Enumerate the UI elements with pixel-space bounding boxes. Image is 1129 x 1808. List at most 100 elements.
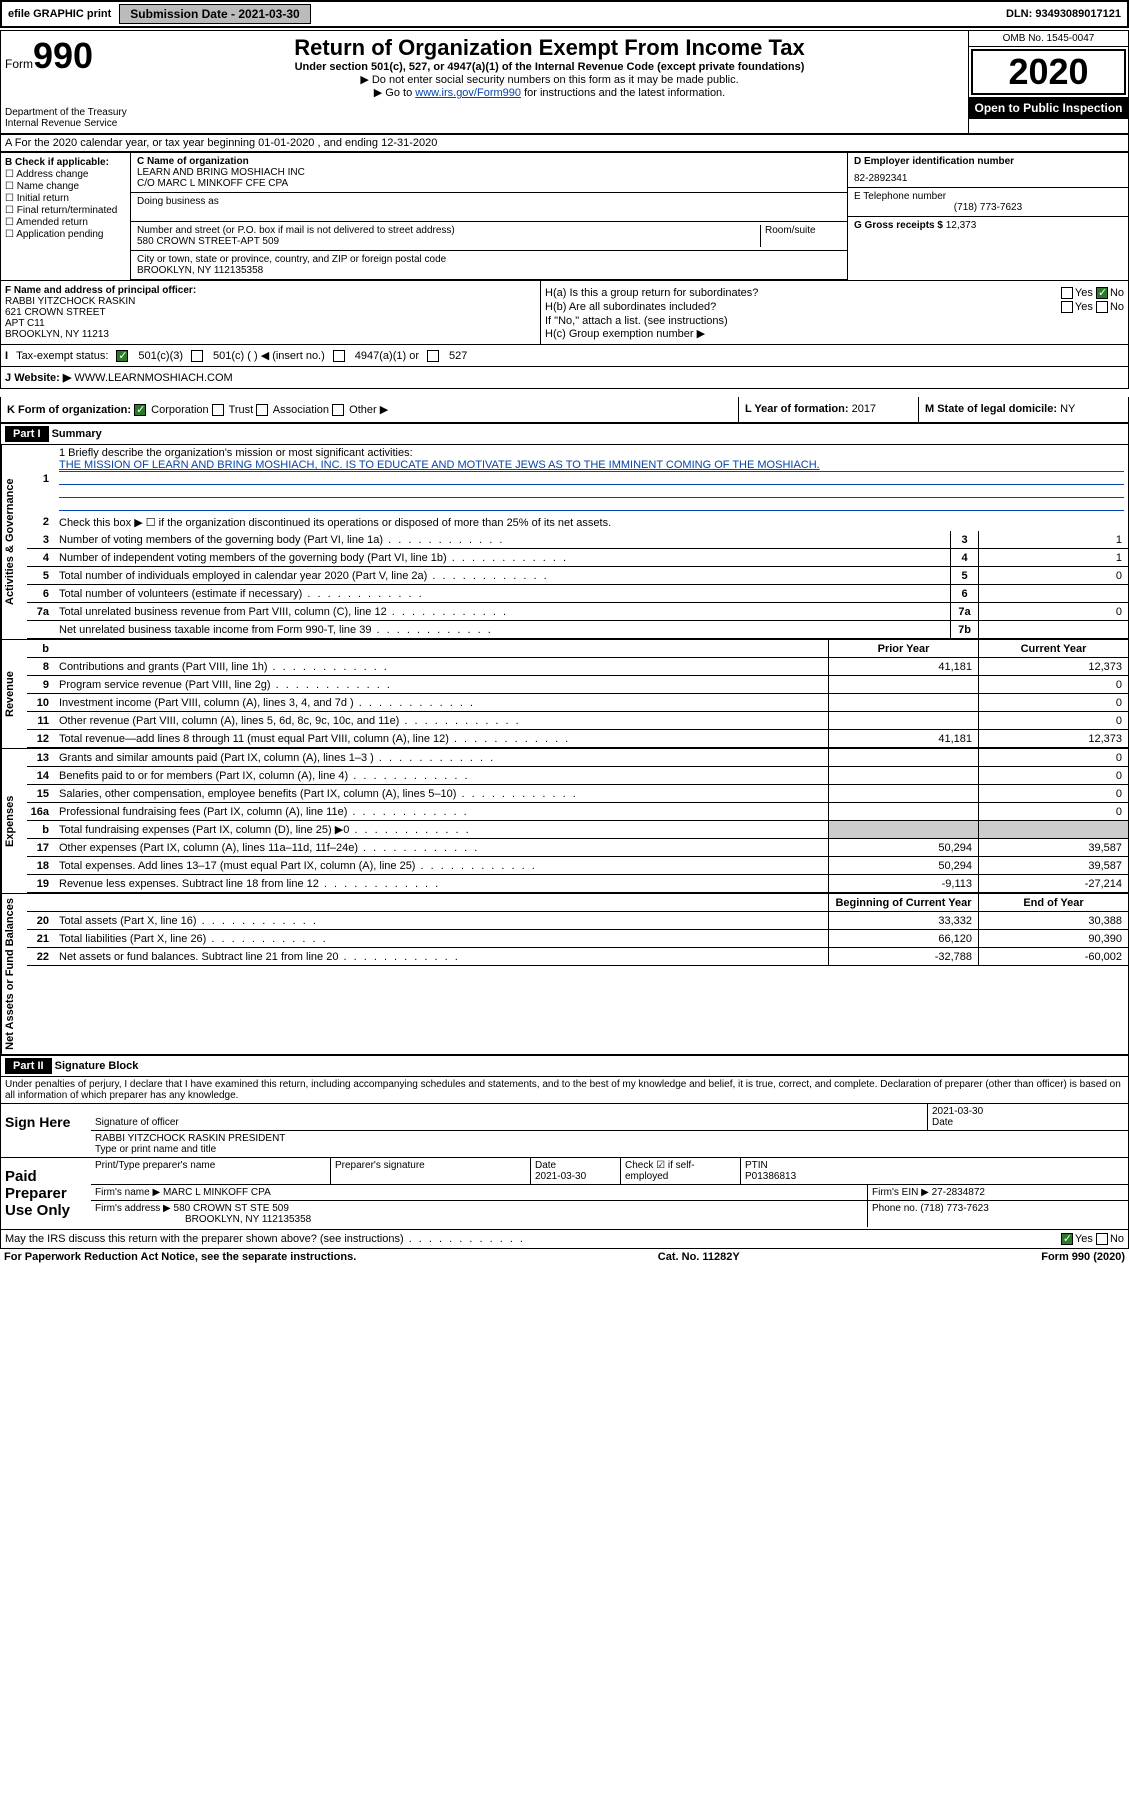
part2-title: Signature Block [55,1060,139,1072]
vtab-governance: Activities & Governance [1,445,27,639]
revenue-block: Revenue b Prior Year Current Year 8 Cont… [0,640,1129,749]
cb-corporation[interactable] [134,404,146,416]
form990-link[interactable]: www.irs.gov/Form990 [415,87,521,99]
firm-phone: (718) 773-7623 [920,1203,988,1214]
officer-name-title: RABBI YITZCHOCK RASKIN PRESIDENT [95,1133,285,1144]
vtab-expenses: Expenses [1,749,27,893]
footer-right: Form 990 (2020) [1041,1251,1125,1263]
col-b-label: B Check if applicable: [5,157,126,168]
ha-no-checkbox[interactable] [1096,287,1108,299]
firm-name: MARC L MINKOFF CPA [163,1187,271,1198]
l-year-formation: L Year of formation: 2017 [738,397,918,422]
form-header: Form990 Department of the Treasury Inter… [0,30,1129,134]
submission-date-button[interactable]: Submission Date - 2021-03-30 [119,4,310,24]
footer-mid: Cat. No. 11282Y [658,1251,740,1263]
officer-name: RABBI YITZCHOCK RASKIN [5,296,536,307]
section-fh: F Name and address of principal officer:… [0,281,1129,345]
phone-cell: E Telephone number (718) 773-7623 [848,188,1128,217]
form-right-block: OMB No. 1545-0047 2020 Open to Public In… [968,31,1128,133]
vtab-netassets: Net Assets or Fund Balances [1,894,27,1054]
cb-other[interactable] [332,404,344,416]
page-footer: For Paperwork Reduction Act Notice, see … [0,1249,1129,1265]
gov-row: 7a Total unrelated business revenue from… [27,603,1128,621]
cb-name-change[interactable]: ☐ Name change [5,181,126,192]
cb-application-pending[interactable]: ☐ Application pending [5,229,126,240]
m-state-domicile: M State of legal domicile: NY [918,397,1128,422]
part1-title: Summary [52,428,102,440]
org-city: BROOKLYN, NY 112135358 [137,265,841,276]
form-subtitle: Under section 501(c), 527, or 4947(a)(1)… [135,61,964,73]
cb-501c[interactable] [191,350,203,362]
city-cell: City or town, state or province, country… [131,251,847,280]
discuss-row: May the IRS discuss this return with the… [1,1229,1128,1248]
table-row: 9 Program service revenue (Part VIII, li… [27,676,1128,694]
paid-preparer-row: Paid Preparer Use Only Print/Type prepar… [1,1157,1128,1229]
dln-label: DLN: 93493089017121 [1000,6,1127,22]
vtab-revenue: Revenue [1,640,27,748]
table-row: 13 Grants and similar amounts paid (Part… [27,749,1128,767]
ein-cell: D Employer identification number 82-2892… [848,153,1128,188]
mission-link[interactable]: THE MISSION OF LEARN AND BRING MOSHIACH,… [59,459,1124,472]
col-h-group: H(a) Is this a group return for subordin… [541,281,1128,344]
tax-year: 2020 [971,49,1126,95]
addr-cell: Number and street (or P.O. box if mail i… [131,222,847,251]
table-row: 10 Investment income (Part VIII, column … [27,694,1128,712]
cb-amended-return[interactable]: ☐ Amended return [5,217,126,228]
cb-final-return[interactable]: ☐ Final return/terminated [5,205,126,216]
discuss-yes-checkbox[interactable] [1061,1233,1073,1245]
col-f-officer: F Name and address of principal officer:… [1,281,541,344]
org-careof: C/O MARC L MINKOFF CFE CPA [137,178,841,189]
paid-preparer-label: Paid Preparer Use Only [1,1158,91,1229]
table-row: 20 Total assets (Part X, line 16) 33,332… [27,912,1128,930]
ha-row: H(a) Is this a group return for subordin… [545,287,1124,299]
hb-no-checkbox[interactable] [1096,301,1108,313]
form-label: Form [5,57,33,71]
table-row: b Total fundraising expenses (Part IX, c… [27,821,1128,839]
part1-header-row: Part I Summary [0,423,1129,445]
sign-here-row: Sign Here Signature of officer 2021-03-3… [1,1103,1128,1157]
dba-cell: Doing business as [131,193,847,222]
hb-yes-checkbox[interactable] [1061,301,1073,313]
dept-label: Department of the Treasury Internal Reve… [5,107,127,129]
gross-cell: G Gross receipts $ 12,373 [848,217,1128,234]
room-suite-label: Room/suite [761,225,841,247]
form-number: 990 [33,35,93,76]
form-title-block: Return of Organization Exempt From Incom… [131,31,968,133]
rev-head: b Prior Year Current Year [27,640,1128,658]
row-a-tax-year: A For the 2020 calendar year, or tax yea… [0,134,1129,152]
form-id-block: Form990 Department of the Treasury Inter… [1,31,131,133]
table-row: 16a Professional fundraising fees (Part … [27,803,1128,821]
topbar: efile GRAPHIC print Submission Date - 20… [0,0,1129,28]
gov-row: 6 Total number of volunteers (estimate i… [27,585,1128,603]
ha-yes-checkbox[interactable] [1061,287,1073,299]
table-row: 21 Total liabilities (Part X, line 26) 6… [27,930,1128,948]
website-value: WWW.LEARNMOSHIACH.COM [74,372,232,384]
sign-here-label: Sign Here [1,1104,91,1157]
ein-value: 82-2892341 [854,173,1122,184]
ptin-value: P01386813 [745,1171,796,1182]
k-form-org: K Form of organization: Corporation Trus… [1,397,738,422]
cb-trust[interactable] [212,404,224,416]
table-row: 8 Contributions and grants (Part VIII, l… [27,658,1128,676]
table-row: 14 Benefits paid to or for members (Part… [27,767,1128,785]
cb-initial-return[interactable]: ☐ Initial return [5,193,126,204]
cb-4947[interactable] [333,350,345,362]
org-street: 580 CROWN STREET-APT 509 [137,236,756,247]
hb-note: If "No," attach a list. (see instruction… [545,315,1124,327]
part1-badge: Part I [5,426,49,442]
col-b-checkboxes: B Check if applicable: ☐ Address change … [1,153,131,280]
cb-527[interactable] [427,350,439,362]
firm-ein: 27-2834872 [932,1187,985,1198]
cb-address-change[interactable]: ☐ Address change [5,169,126,180]
perjury-text: Under penalties of perjury, I declare th… [1,1077,1128,1103]
phone-value: (718) 773-7623 [854,202,1122,213]
form-note2: ▶ Go to www.irs.gov/Form990 for instruct… [135,86,964,99]
part2-badge: Part II [5,1058,52,1074]
discuss-no-checkbox[interactable] [1096,1233,1108,1245]
expenses-block: Expenses 13 Grants and similar amounts p… [0,749,1129,894]
cb-501c3[interactable] [116,350,128,362]
form-title: Return of Organization Exempt From Incom… [135,35,964,61]
gross-value: 12,373 [946,220,977,231]
cb-association[interactable] [256,404,268,416]
table-row: 17 Other expenses (Part IX, column (A), … [27,839,1128,857]
